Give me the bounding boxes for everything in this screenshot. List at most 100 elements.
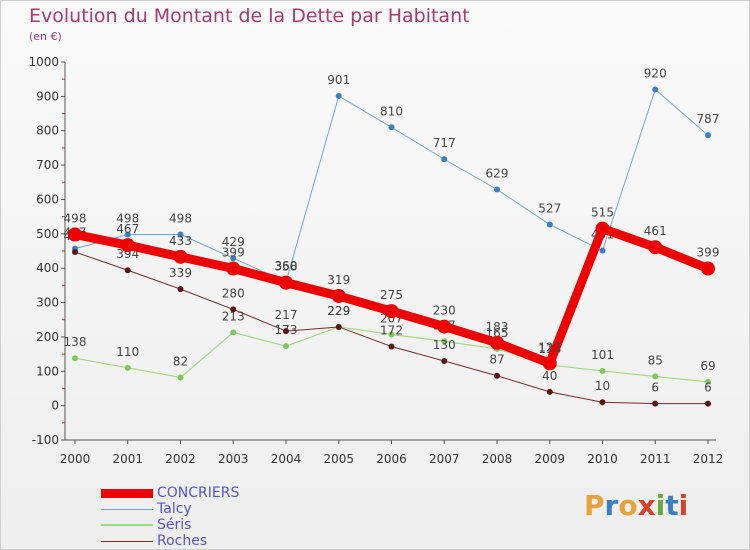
data-label-s-ris: 69 (700, 359, 715, 373)
data-label-concriers: 358 (275, 260, 298, 274)
point-roches (546, 388, 553, 395)
data-label-roches: 130 (433, 338, 456, 352)
data-label-roches: 6 (651, 381, 659, 395)
point-concriers (490, 335, 504, 350)
data-label-concriers: 399 (697, 246, 720, 260)
data-label-s-ris: 229 (327, 304, 350, 318)
point-concriers (279, 275, 293, 290)
y-tick-label: 500 (36, 227, 59, 241)
x-tick-label: 2007 (429, 452, 460, 466)
point-talcy (546, 221, 553, 228)
y-tick-label: -100 (32, 433, 59, 447)
legend: CONCRIERS Talcy Séris Roches (101, 485, 239, 549)
data-label-roches: 40 (542, 369, 557, 383)
data-label-talcy: 629 (486, 166, 509, 180)
data-label-roches: 339 (169, 266, 192, 280)
data-label-concriers: 275 (380, 288, 403, 302)
y-tick-label: 200 (36, 330, 59, 344)
proxiti-logo: Proxiti (584, 489, 688, 522)
point-roches (230, 306, 237, 313)
data-label-concriers: 461 (644, 224, 667, 238)
data-label-talcy: 717 (433, 136, 456, 150)
chart-subtitle: (en €) (29, 30, 62, 43)
point-roches (124, 267, 131, 274)
data-label-talcy: 527 (538, 202, 561, 216)
data-label-roches: 217 (275, 308, 298, 322)
point-talcy (705, 132, 711, 139)
point-concriers (648, 240, 663, 255)
data-label-s-ris: 110 (116, 345, 139, 359)
x-tick-label: 2002 (165, 452, 196, 466)
legend-label-talcy: Talcy (157, 501, 192, 517)
legend-item-s-ris: Séris (101, 517, 239, 533)
point-concriers (173, 249, 188, 264)
data-label-talcy: 810 (380, 104, 403, 118)
point-concriers (68, 227, 82, 242)
logo-letter: P (584, 489, 605, 522)
legend-swatch-talcy (101, 508, 153, 510)
point-s-ris (283, 343, 289, 350)
y-tick-label: 100 (36, 364, 59, 378)
data-label-talcy: 920 (644, 66, 667, 80)
data-label-talcy: 498 (169, 212, 192, 226)
point-talcy (652, 86, 659, 93)
point-talcy (335, 93, 342, 100)
point-s-ris (441, 338, 448, 345)
x-tick-label: 2003 (218, 452, 249, 466)
point-talcy (230, 255, 237, 262)
y-tick-label: 600 (36, 192, 59, 206)
y-tick-label: 700 (36, 158, 59, 172)
point-roches (72, 249, 78, 256)
point-talcy (124, 231, 131, 238)
data-label-s-ris: 82 (173, 354, 188, 368)
point-s-ris (599, 367, 606, 374)
data-label-talcy: 787 (697, 112, 720, 126)
y-tick-label: 0 (51, 399, 59, 413)
data-label-concriers: 498 (64, 212, 87, 226)
x-tick-label: 2004 (271, 452, 302, 466)
legend-swatch-concriers (101, 488, 153, 498)
point-talcy (441, 156, 448, 163)
legend-label-concriers: CONCRIERS (157, 485, 240, 501)
y-tick-label: 900 (36, 89, 59, 103)
data-label-concriers: 123 (538, 340, 561, 354)
point-talcy (177, 231, 184, 238)
logo-letter: t (665, 489, 679, 522)
point-roches (388, 343, 395, 350)
point-concriers (331, 289, 346, 304)
data-label-roches: 6 (704, 381, 712, 395)
x-tick-label: 2011 (640, 452, 671, 466)
point-roches (283, 328, 289, 335)
data-label-talcy: 498 (116, 212, 139, 226)
legend-label-roches: Roches (157, 533, 208, 549)
y-tick-label: 800 (36, 124, 59, 138)
legend-swatch-s-ris (101, 524, 153, 526)
y-tick-label: 1000 (28, 55, 59, 69)
point-concriers (384, 304, 399, 319)
data-label-concriers: 183 (486, 320, 509, 334)
point-s-ris (124, 364, 131, 371)
point-s-ris (177, 374, 184, 381)
data-label-concriers: 467 (116, 222, 139, 236)
chart-title: Evolution du Montant de la Dette par Hab… (29, 5, 470, 27)
logo-letter: o (618, 489, 638, 522)
x-tick-label: 2010 (587, 452, 618, 466)
point-s-ris (72, 355, 78, 362)
data-label-roches: 10 (595, 379, 610, 393)
x-tick-label: 2001 (112, 452, 143, 466)
x-tick-label: 2000 (60, 452, 91, 466)
x-tick-label: 2009 (534, 452, 565, 466)
data-label-roches: 280 (222, 286, 245, 300)
data-label-roches: 87 (489, 353, 504, 367)
legend-item-roches: Roches (101, 533, 239, 549)
point-roches (441, 357, 448, 364)
x-tick-label: 2012 (693, 452, 724, 466)
point-roches (705, 400, 711, 407)
point-s-ris (388, 331, 395, 338)
point-s-ris (230, 329, 237, 336)
point-roches (335, 323, 342, 330)
point-concriers (701, 261, 715, 276)
data-label-s-ris: 85 (648, 353, 663, 367)
point-concriers (120, 238, 135, 253)
